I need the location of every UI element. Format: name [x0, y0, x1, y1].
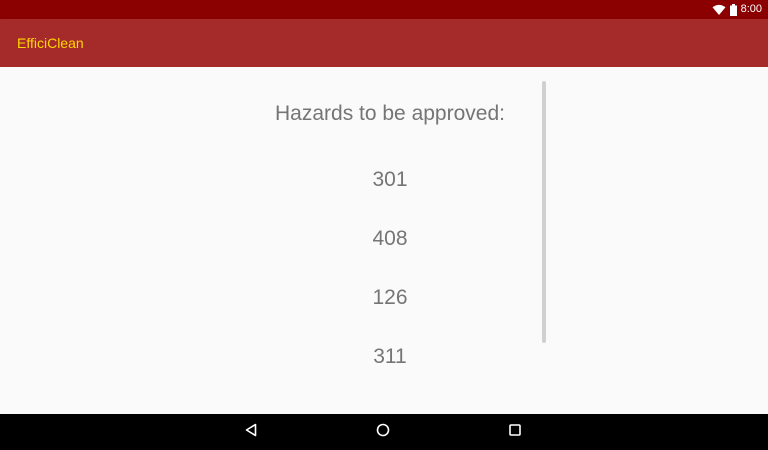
battery-icon [729, 3, 737, 16]
hazard-item[interactable]: 408 [372, 227, 408, 250]
hazard-item[interactable]: 126 [372, 286, 408, 309]
back-icon [244, 423, 258, 442]
wifi-icon [712, 4, 726, 16]
status-bar: 8:00 [0, 0, 768, 19]
recents-button[interactable] [495, 414, 535, 450]
app-bar: EfficiClean [0, 19, 768, 67]
navigation-bar [0, 414, 768, 450]
back-button[interactable] [231, 414, 271, 450]
home-icon [376, 423, 390, 442]
hazard-list[interactable]: Hazards to be approved: 301 408 126 311 [0, 67, 768, 414]
hazard-item[interactable]: 311 [373, 345, 407, 368]
scrollbar[interactable] [542, 81, 546, 343]
status-time: 8:00 [740, 3, 762, 15]
recents-icon [508, 423, 522, 442]
status-icons: 8:00 [712, 0, 762, 19]
app-title: EfficiClean [17, 35, 84, 51]
hazard-item[interactable]: 301 [372, 168, 408, 191]
list-heading: Hazards to be approved: [275, 102, 505, 125]
home-button[interactable] [363, 414, 403, 450]
